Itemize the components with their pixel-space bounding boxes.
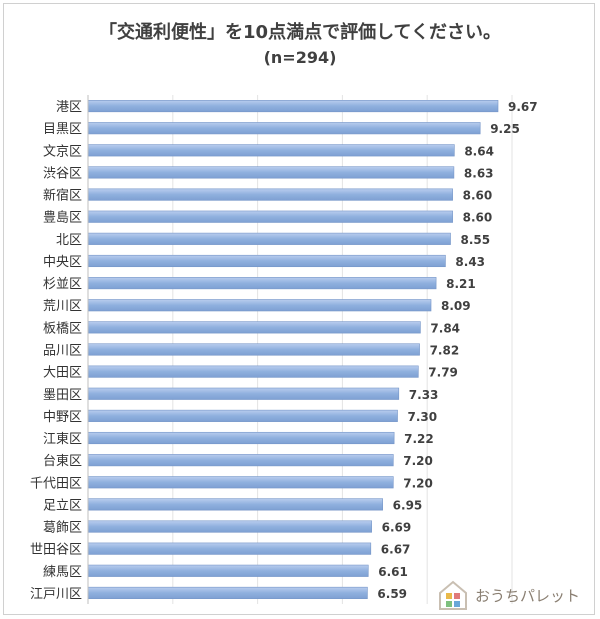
- value-label: 9.25: [490, 122, 520, 136]
- value-label: 8.60: [463, 189, 493, 203]
- bar: [87, 409, 398, 422]
- value-label: 8.09: [441, 299, 471, 313]
- category-label: 葛飾区: [43, 521, 82, 536]
- bar: [87, 144, 455, 157]
- category-label: 練馬区: [43, 565, 82, 580]
- value-label: 7.82: [430, 344, 460, 358]
- value-label: 7.33: [409, 388, 439, 402]
- value-label: 6.69: [382, 521, 412, 535]
- value-label: 6.95: [393, 498, 423, 512]
- category-label: 品川区: [43, 344, 82, 359]
- bar: [87, 188, 453, 201]
- category-label: 板橋区: [43, 321, 82, 336]
- category-label: 足立区: [43, 498, 82, 513]
- bar: [87, 586, 368, 599]
- category-label: 荒川区: [43, 299, 82, 314]
- value-label: 7.79: [428, 366, 458, 380]
- value-label: 6.61: [378, 565, 408, 579]
- bar: [87, 476, 394, 489]
- value-label: 8.60: [463, 211, 493, 225]
- value-label: 8.64: [464, 144, 494, 158]
- bar: [87, 277, 437, 290]
- category-label: 北区: [56, 233, 82, 248]
- bar: [87, 122, 481, 135]
- category-label: 港区: [56, 100, 82, 115]
- category-label: 江東区: [43, 431, 82, 447]
- house-icon: [439, 580, 467, 610]
- value-label: 7.20: [403, 476, 433, 490]
- bar: [87, 431, 395, 445]
- bar: [87, 343, 420, 356]
- category-label: 中野区: [43, 410, 82, 425]
- category-label: 文京区: [43, 144, 82, 159]
- brand-logo: おうちパレット: [437, 579, 597, 613]
- chart-subtitle: (n=294): [263, 48, 337, 67]
- bar: [87, 454, 394, 467]
- bar: [87, 542, 372, 555]
- logo-text: おうちパレット: [475, 587, 581, 605]
- value-label: 7.20: [403, 454, 433, 468]
- chart-title: 「交通利便性」を10点満点で評価してください。: [99, 22, 501, 43]
- bar: [87, 100, 499, 113]
- category-label: 目黒区: [43, 122, 82, 137]
- category-label: 豊島区: [43, 211, 82, 226]
- bar: [87, 564, 369, 577]
- value-label: 8.63: [464, 166, 494, 180]
- chart-frame: 「交通利便性」を10点満点で評価してください。 (n=294) 港区 9.67 目黒…: [3, 3, 595, 615]
- bar: [87, 520, 372, 533]
- value-label: 8.55: [461, 233, 491, 247]
- category-label: 台東区: [43, 453, 82, 469]
- value-label: 6.67: [381, 543, 411, 557]
- bar: [87, 299, 432, 312]
- category-label: 千代田区: [30, 476, 82, 491]
- value-label: 7.22: [404, 432, 434, 446]
- category-label: 大田区: [43, 366, 82, 381]
- category-label: 渋谷区: [43, 166, 82, 181]
- bar: [87, 387, 400, 400]
- bar: [87, 498, 383, 511]
- category-label: 杉並区: [43, 277, 82, 292]
- bar: [87, 232, 451, 245]
- value-label: 9.67: [508, 100, 538, 114]
- value-label: 6.59: [377, 587, 407, 601]
- value-label: 7.84: [430, 321, 460, 335]
- bar: [87, 210, 453, 223]
- bar-chart: 港区 9.67 目黒区 9.25 文京区 8.64 渋谷区 8.63 新宿区 8.60 豊島区 8.6…: [30, 95, 538, 604]
- value-label: 7.30: [408, 410, 438, 424]
- category-label: 江戸川区: [30, 587, 82, 602]
- category-label: 世田谷区: [30, 543, 82, 558]
- category-label: 墨田区: [43, 388, 82, 403]
- bar: [87, 365, 419, 378]
- value-label: 8.21: [446, 277, 476, 291]
- bar: [87, 254, 446, 268]
- bar: [87, 321, 421, 334]
- category-label: 新宿区: [43, 188, 82, 204]
- value-label: 8.43: [455, 255, 485, 269]
- bar: [87, 166, 455, 179]
- category-label: 中央区: [43, 255, 82, 270]
